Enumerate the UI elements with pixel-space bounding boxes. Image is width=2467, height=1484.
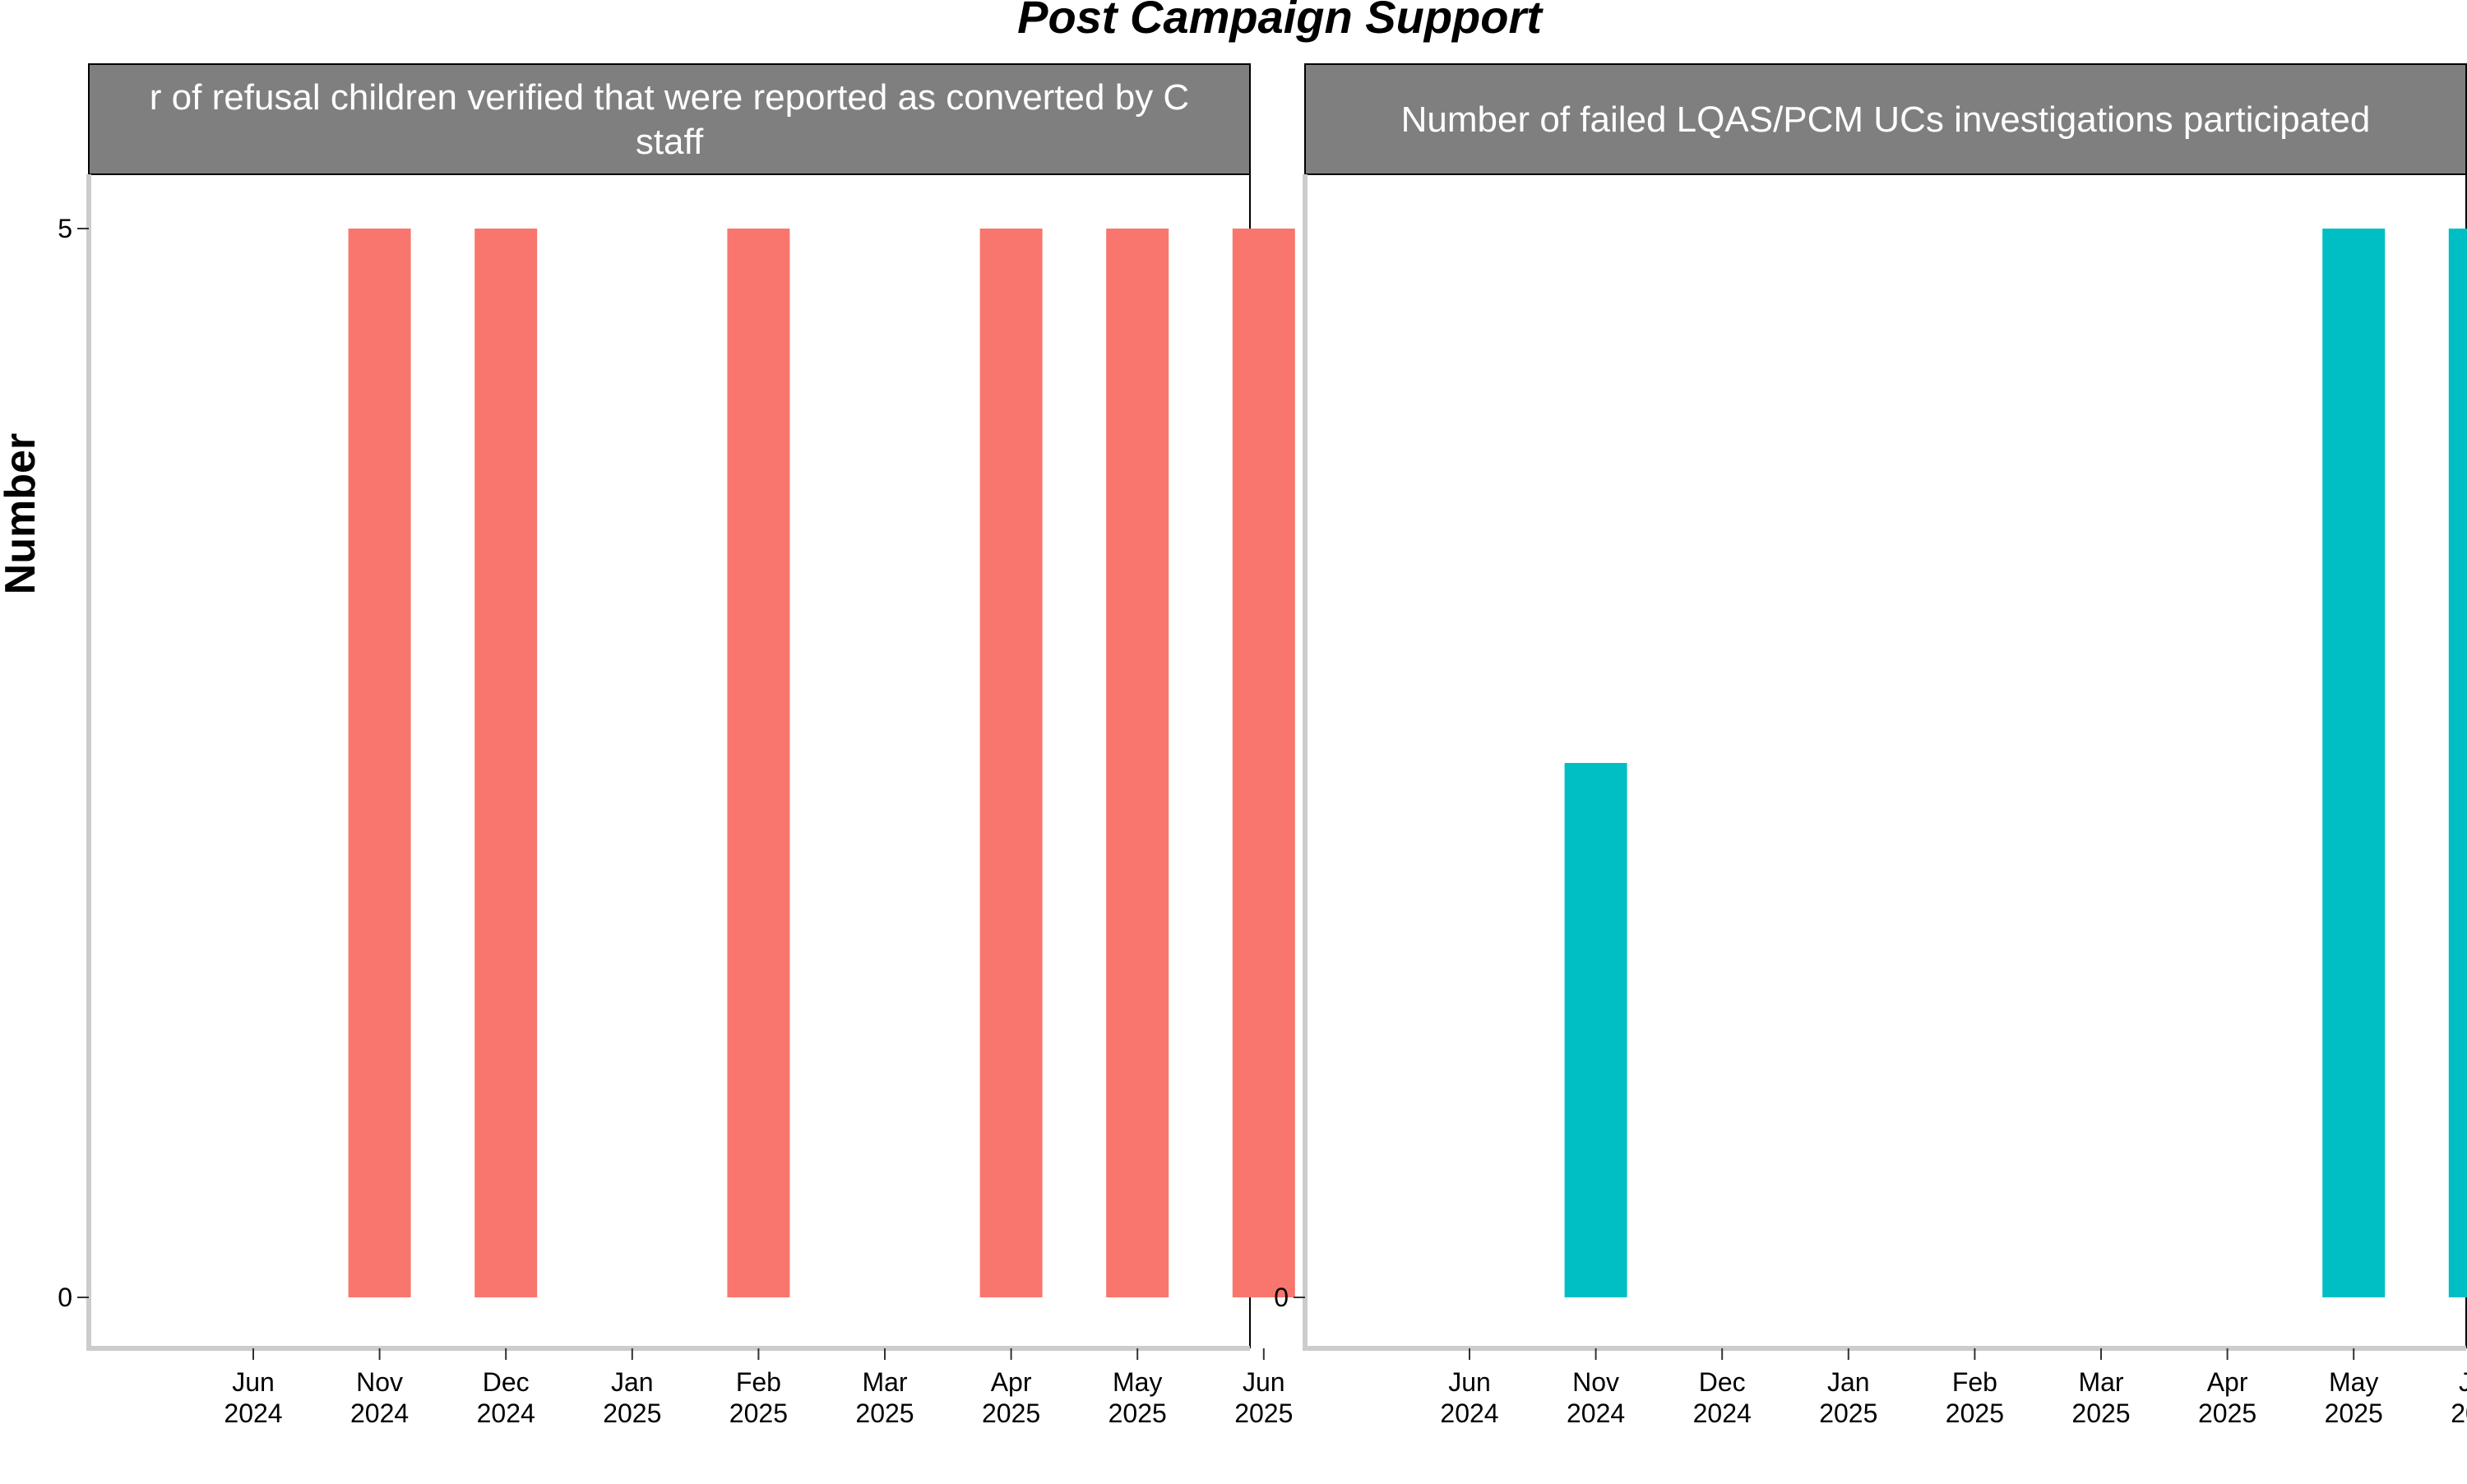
bar xyxy=(1232,229,1295,1297)
x-tick-label-year: 2025 xyxy=(1109,1398,1167,1428)
x-tick-label-year: 2024 xyxy=(350,1398,409,1428)
y-tick-label: 0 xyxy=(1274,1283,1289,1312)
x-tick-label-year: 2025 xyxy=(1234,1398,1293,1428)
x-tick-label-year: 2024 xyxy=(1693,1398,1752,1428)
x-tick-label-month: Mar xyxy=(862,1367,907,1397)
x-tick-label-year: 2025 xyxy=(2451,1398,2467,1428)
x-tick-label-year: 2025 xyxy=(855,1398,914,1428)
bar xyxy=(2322,229,2386,1297)
x-tick-label-month: Mar xyxy=(2078,1367,2123,1397)
x-tick-label-year: 2025 xyxy=(2071,1398,2130,1428)
y-axis-label: Number xyxy=(0,433,44,594)
chart-title: Post Campaign Support xyxy=(1017,0,1544,43)
panel-strip xyxy=(1304,63,2467,175)
panel-2: Number of failed LQAS/PCM UCs investigat… xyxy=(1274,63,2467,1428)
x-tick-label-month: Jun xyxy=(1448,1367,1491,1397)
x-tick-label-month: Jun xyxy=(2459,1367,2467,1397)
bar xyxy=(727,229,790,1297)
panels: r of refusal children verified that were… xyxy=(58,63,2467,1428)
x-tick-label-year: 2024 xyxy=(1567,1398,1625,1428)
x-tick-label-month: Jan xyxy=(611,1367,654,1397)
panel-strip-label: Number of failed LQAS/PCM UCs investigat… xyxy=(1401,99,2371,140)
x-tick-label-month: Feb xyxy=(1952,1367,1997,1397)
panel-strip-label: staff xyxy=(636,122,704,162)
x-tick-label-year: 2024 xyxy=(477,1398,535,1428)
x-tick-label-year: 2024 xyxy=(1440,1398,1498,1428)
x-tick-label-month: May xyxy=(1113,1367,1162,1397)
panel-strip-label: r of refusal children verified that were… xyxy=(150,77,1189,118)
x-tick-label-year: 2025 xyxy=(2325,1398,2383,1428)
x-tick-label-month: Feb xyxy=(736,1367,781,1397)
panel-strip xyxy=(88,63,1251,175)
x-tick-label-year: 2025 xyxy=(603,1398,661,1428)
x-tick-label-month: May xyxy=(2329,1367,2378,1397)
x-tick-label-year: 2025 xyxy=(1819,1398,1877,1428)
bar xyxy=(348,229,411,1297)
x-tick-label-year: 2024 xyxy=(224,1398,282,1428)
panel-1: r of refusal children verified that were… xyxy=(58,63,1295,1428)
x-tick-label-month: Dec xyxy=(1699,1367,1746,1397)
bar xyxy=(1564,763,1627,1297)
bar xyxy=(1106,229,1169,1297)
bar xyxy=(474,229,538,1297)
x-tick-label-month: Jun xyxy=(232,1367,275,1397)
y-tick-label: 5 xyxy=(58,214,72,243)
x-tick-label-month: Dec xyxy=(483,1367,530,1397)
x-tick-label-year: 2025 xyxy=(2198,1398,2256,1428)
strip-text-group: Number of failed LQAS/PCM UCs investigat… xyxy=(1401,99,2371,140)
x-tick-label-year: 2025 xyxy=(1946,1398,2004,1428)
x-tick-label-month: Jan xyxy=(1827,1367,1870,1397)
x-tick-label-month: Nov xyxy=(356,1367,403,1397)
x-tick-label-month: Jun xyxy=(1243,1367,1285,1397)
bar xyxy=(979,229,1043,1297)
strip-text-group: r of refusal children verified that were… xyxy=(150,77,1189,162)
bar xyxy=(2448,229,2467,1297)
y-tick-label: 0 xyxy=(58,1283,72,1312)
x-tick-label-year: 2025 xyxy=(982,1398,1040,1428)
x-tick-label-year: 2025 xyxy=(729,1398,788,1428)
x-tick-label-month: Nov xyxy=(1572,1367,1619,1397)
x-tick-label-month: Apr xyxy=(991,1367,1032,1397)
x-tick-label-month: Apr xyxy=(2207,1367,2248,1397)
